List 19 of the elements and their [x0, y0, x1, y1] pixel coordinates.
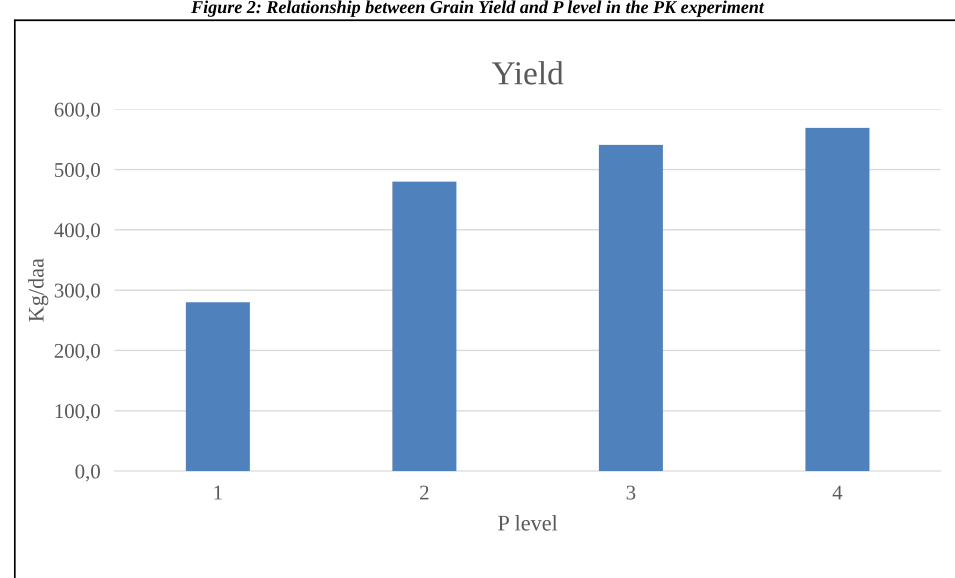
- y-tick-label: 600,0: [54, 102, 100, 120]
- caption: Figure 2: Relationship between Grain Yield and P level in the PK experiment: [191, 0, 764, 17]
- y-tick-label: 100,0: [56, 404, 100, 422]
- bar: [186, 302, 250, 472]
- x-tick-label: 2: [420, 486, 428, 500]
- y-tick-label: 300,0: [54, 284, 100, 301]
- y-axis-title: Kg/daa: [28, 258, 48, 322]
- bar: [598, 144, 663, 472]
- x-tick-label: 1: [214, 486, 222, 500]
- y-tick-label: 0,0: [75, 464, 100, 482]
- bar: [805, 128, 870, 472]
- y-tick-label: 500,0: [55, 162, 100, 180]
- bar: [392, 182, 456, 472]
- y-tick-label: 200,0: [54, 344, 100, 361]
- x-tick-label: 3: [626, 486, 636, 500]
- y-tick-label: 400,0: [54, 223, 100, 240]
- chart-title: Yield: [492, 61, 564, 85]
- x-axis-title: P level: [498, 514, 558, 531]
- x-tick-label: 4: [832, 486, 842, 500]
